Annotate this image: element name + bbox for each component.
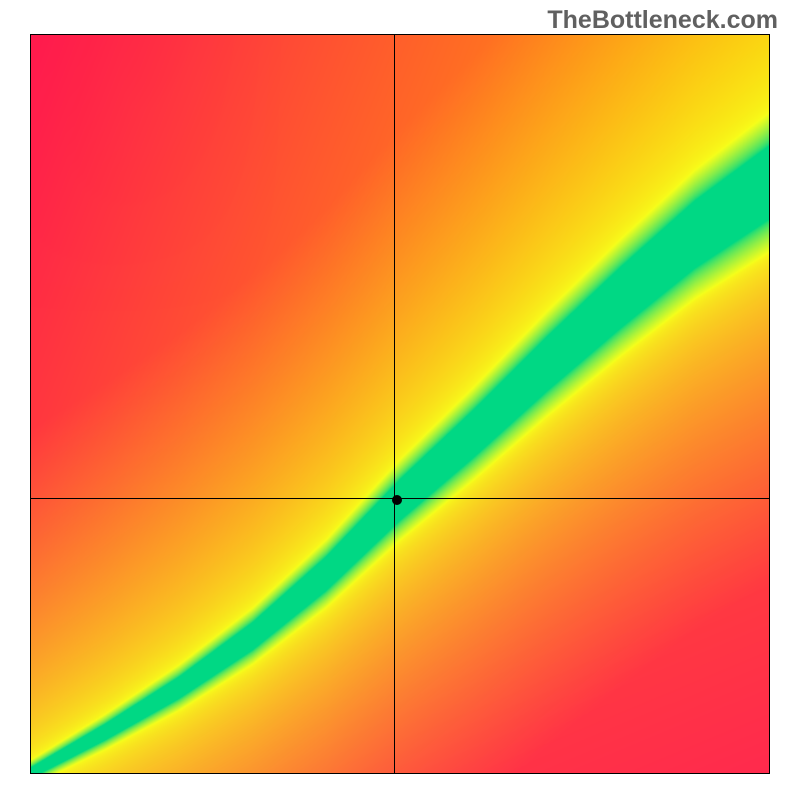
- heatmap-plot: [30, 34, 770, 774]
- watermark-text: TheBottleneck.com: [547, 6, 778, 35]
- chart-container: TheBottleneck.com: [0, 0, 800, 800]
- crosshair-vertical: [394, 35, 395, 773]
- marker-point: [392, 495, 402, 505]
- heatmap-canvas: [31, 35, 769, 773]
